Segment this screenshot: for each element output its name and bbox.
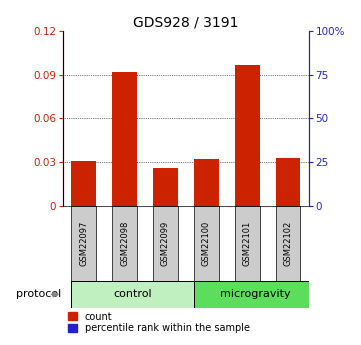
Text: GSM22101: GSM22101 [243,220,252,266]
Bar [194,281,317,308]
Bar [276,158,300,206]
Bar [194,159,219,206]
Bar [153,206,178,281]
Text: GSM22100: GSM22100 [202,220,211,266]
Legend: count, percentile rank within the sample: count, percentile rank within the sample [68,312,249,334]
Text: GSM22097: GSM22097 [79,220,88,266]
Bar [235,65,260,206]
Bar [112,72,137,206]
Bar [153,168,178,206]
Bar [71,161,96,206]
Bar [71,206,96,281]
Text: GSM22098: GSM22098 [120,220,129,266]
Text: protocol: protocol [16,289,61,299]
Bar [194,206,219,281]
Bar [112,206,137,281]
Text: control: control [113,289,152,299]
Bar [276,206,300,281]
Bar [235,206,260,281]
Text: microgravity: microgravity [220,289,291,299]
Bar [71,281,194,308]
Text: GSM22102: GSM22102 [284,220,293,266]
Text: GSM22099: GSM22099 [161,220,170,266]
Title: GDS928 / 3191: GDS928 / 3191 [133,16,239,30]
